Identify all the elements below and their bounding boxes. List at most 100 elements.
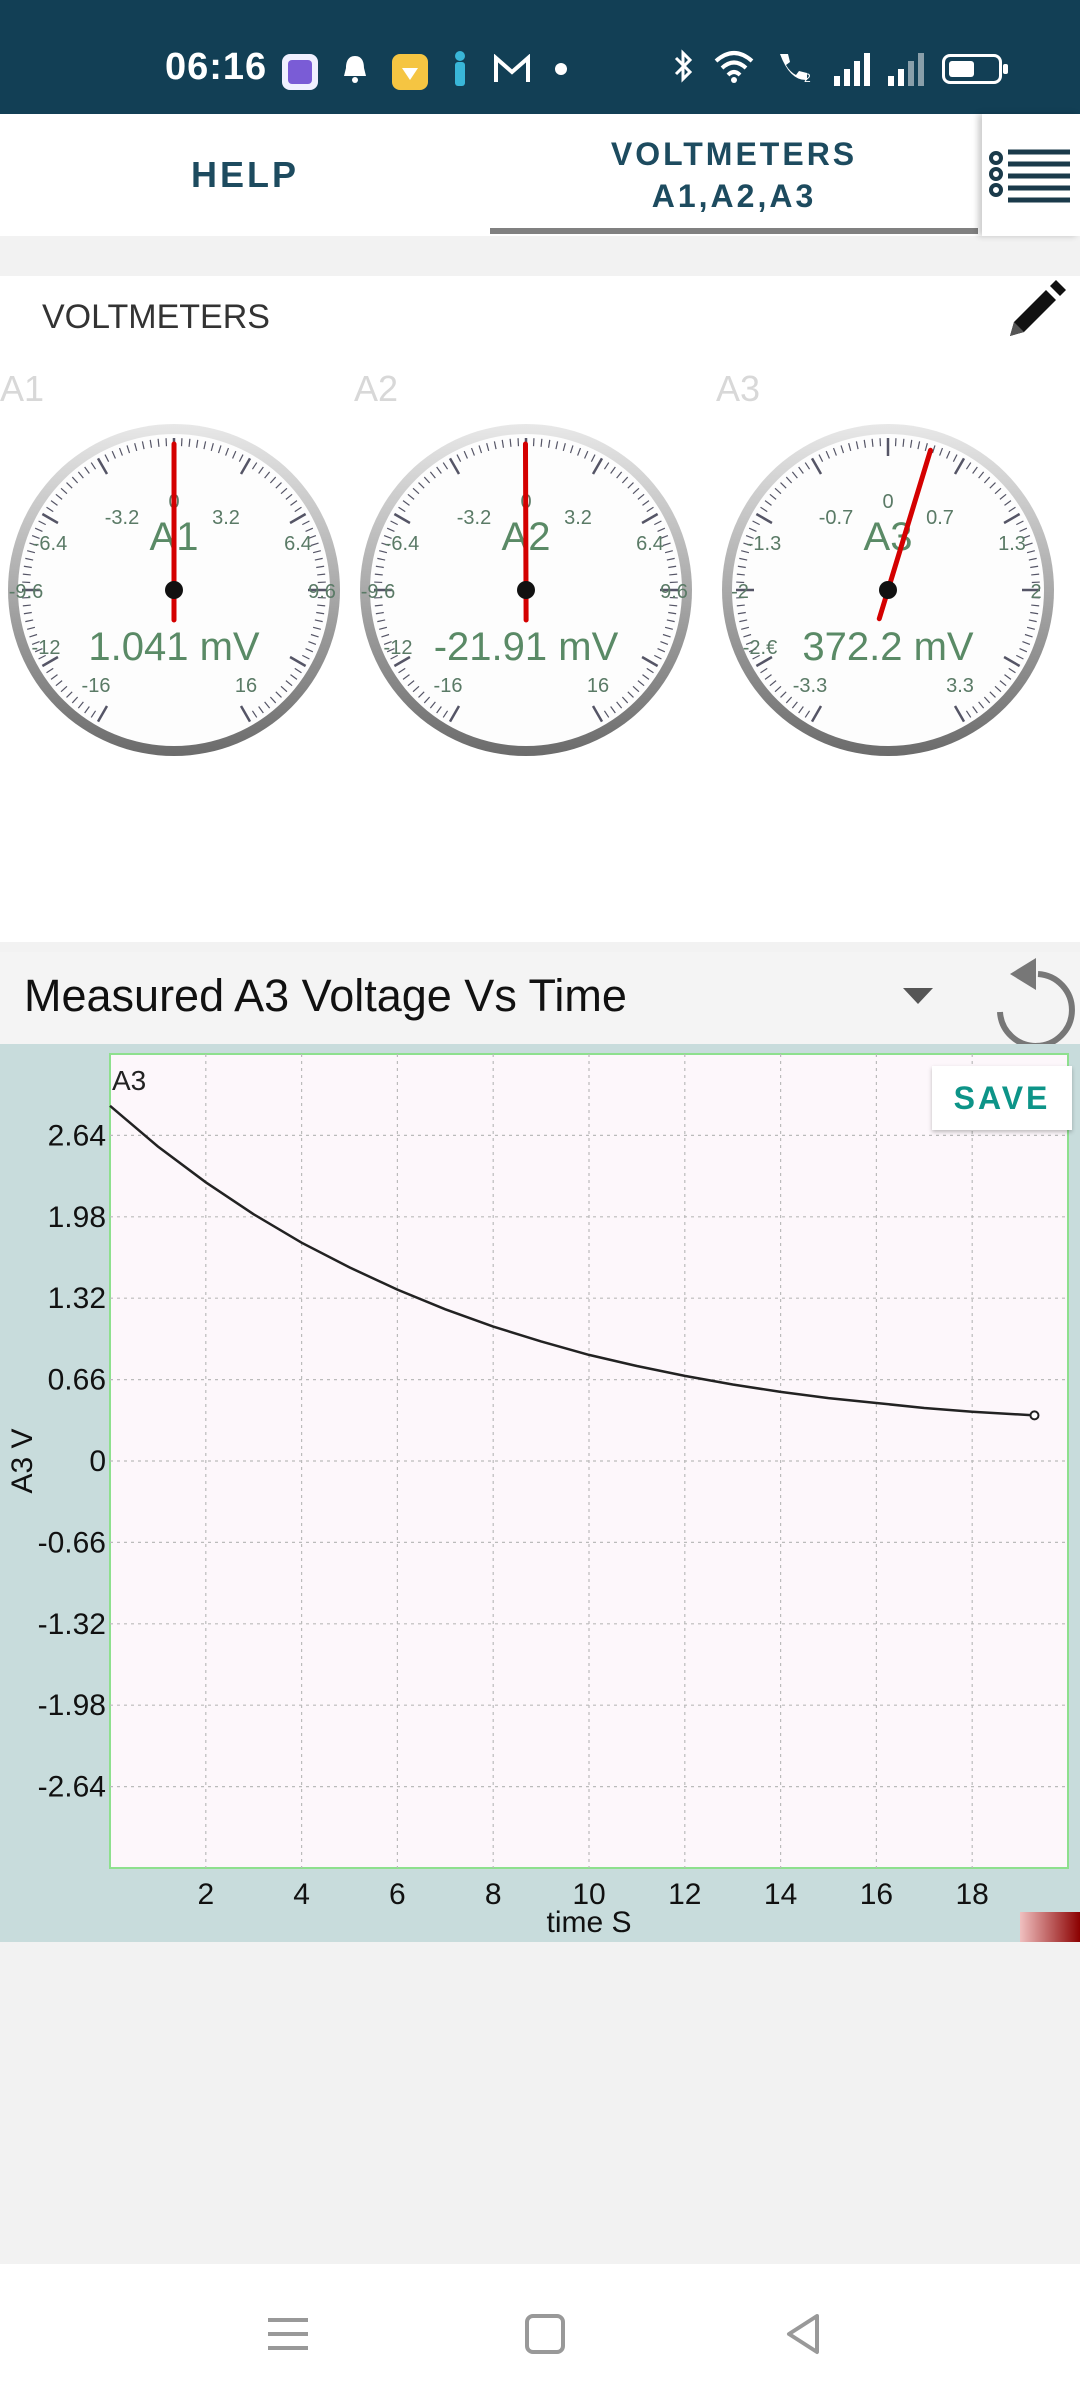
- gauge-tick: [111, 450, 116, 459]
- gauge-tick: [312, 626, 321, 630]
- gauge-tick-label: -3.2: [457, 507, 491, 529]
- gauge-tick: [774, 487, 782, 495]
- gauge-tick: [1016, 654, 1024, 660]
- gauge-tick: [285, 680, 293, 687]
- gauge-tick: [791, 701, 798, 709]
- gauge-tick: [436, 466, 442, 474]
- gauge-tick: [141, 441, 145, 450]
- tab-help[interactable]: HELP: [0, 114, 490, 236]
- gauge-label-a2: A2: [354, 368, 399, 409]
- gauge-tick-label: 6.4: [284, 533, 312, 555]
- gauge-tick: [769, 680, 777, 687]
- gauge-tick: [188, 438, 191, 447]
- gauge-tick: [855, 441, 859, 450]
- gauge-pivot: [879, 581, 897, 599]
- gauge-tick: [470, 447, 475, 456]
- gauge-tick-label: -9.6: [361, 581, 395, 603]
- gauge-tick: [785, 476, 793, 484]
- gauge-tick: [760, 667, 768, 674]
- gauge-tick: [1028, 619, 1037, 623]
- gauge-tick: [989, 482, 996, 489]
- call-icon: 2: [774, 48, 816, 89]
- gauge-tick: [379, 550, 388, 554]
- gauge-tick: [38, 654, 46, 660]
- y-tick-label: 1.98: [48, 1201, 106, 1234]
- gauge-tick: [774, 685, 782, 693]
- gauge-tick: [29, 633, 38, 638]
- gauge-tick: [1026, 626, 1035, 630]
- gauge-tick: [157, 438, 160, 447]
- menu-nav-icon[interactable]: [258, 2304, 318, 2364]
- navigation-bar: [0, 2264, 1080, 2400]
- gauge-pivot: [165, 581, 183, 599]
- gauge-tick-label: -16: [434, 675, 463, 697]
- gauge-tick: [627, 691, 634, 698]
- gauge-tick: [302, 654, 310, 660]
- gauge-reading: 1.041 mV: [88, 625, 260, 669]
- gauge-tick: [423, 696, 431, 704]
- gauge-tick: [741, 550, 750, 554]
- x-tick-label: 12: [668, 1878, 701, 1911]
- gauge-tick: [493, 441, 497, 450]
- gauge-tick: [632, 685, 640, 693]
- dropdown-arrow-icon[interactable]: [903, 988, 933, 1004]
- gauge-tick: [739, 557, 748, 561]
- voltmeters-title: VOLTMETERS: [42, 298, 270, 336]
- chart-header: Measured A3 Voltage Vs Time: [0, 952, 1080, 1049]
- gauge-tick-label: -12: [384, 637, 413, 659]
- gauge-tick: [1019, 648, 1028, 653]
- gauge-tick: [1004, 674, 1012, 680]
- gauge-tick: [31, 641, 40, 646]
- gauge-tick: [25, 619, 34, 623]
- gauge-tick: [764, 500, 772, 506]
- gauge-tick: [60, 487, 68, 495]
- chart-title-dropdown[interactable]: Measured A3 Voltage Vs Time: [24, 970, 627, 1021]
- gauge-tick: [540, 438, 543, 447]
- gauge-tick: [666, 619, 675, 623]
- gauge-tick: [377, 557, 386, 561]
- gauge-tick-label: -3.3: [793, 675, 827, 697]
- gauge-tick: [780, 482, 787, 489]
- x-tick-label: 14: [764, 1878, 797, 1911]
- gauge-tick: [232, 450, 237, 459]
- gauge-tick: [258, 706, 264, 714]
- gauge-tick: [924, 443, 928, 452]
- gauge-tick: [393, 512, 411, 525]
- gauge-tick: [603, 462, 610, 470]
- gauge-tick: [448, 457, 461, 475]
- menu-button[interactable]: [982, 114, 1080, 236]
- tab-voltmeters[interactable]: VOLTMETERS A1,A2,A3: [490, 114, 978, 236]
- gauge-tick: [642, 674, 650, 680]
- signal-icon: [834, 52, 870, 86]
- gauge-tick: [748, 648, 757, 653]
- gauge-tick: [999, 680, 1007, 687]
- gauge-tick: [662, 542, 671, 547]
- gauge-tick-label: 16: [235, 675, 257, 697]
- gauge-tick: [752, 520, 760, 526]
- gauge-tick-label: 6.4: [636, 533, 664, 555]
- bell-icon: [340, 52, 370, 91]
- gauge-tick: [739, 619, 748, 623]
- gauge-tick: [978, 701, 985, 709]
- gauge-tick: [736, 604, 745, 607]
- gauge-tick: [294, 506, 302, 513]
- gauge-tick: [952, 454, 958, 462]
- gauge-tick: [989, 691, 996, 698]
- gauge-tick: [1022, 534, 1031, 539]
- voltage-time-chart: 2 4 6 8 10 12 14 16 18 2.64 1.98 1.32 0.66 0 -0.66 -1.3…: [6, 1053, 1069, 1939]
- gauge-tick: [90, 462, 97, 470]
- gauge-tick: [1008, 506, 1016, 513]
- gauge-tick: [393, 655, 411, 668]
- pencil-icon[interactable]: [1000, 276, 1070, 346]
- gauge-tick: [1026, 550, 1035, 554]
- back-nav-icon[interactable]: [773, 2304, 833, 2364]
- gauge-tick: [269, 696, 277, 704]
- reset-icon[interactable]: [984, 954, 1080, 1050]
- save-button[interactable]: SAVE: [932, 1066, 1072, 1130]
- gauge-tick: [418, 691, 425, 698]
- gauge-tick: [390, 520, 398, 526]
- home-nav-icon[interactable]: [515, 2304, 575, 2364]
- gauge-tick: [646, 506, 654, 513]
- gauge-tick: [994, 487, 1002, 495]
- gauge-tick: [407, 680, 415, 687]
